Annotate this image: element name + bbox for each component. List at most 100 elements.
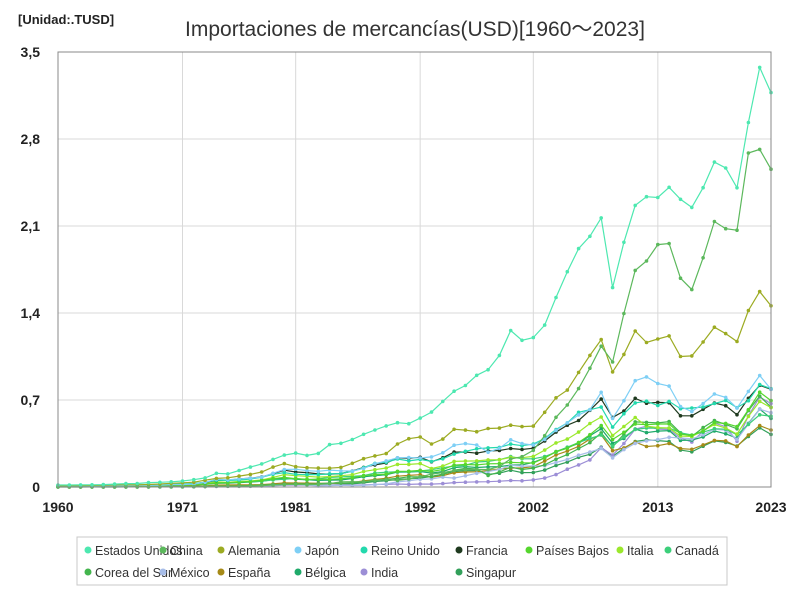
data-point <box>429 482 434 486</box>
legend-marker <box>294 546 302 554</box>
data-point <box>339 477 343 481</box>
data-point <box>508 446 513 451</box>
data-point <box>667 241 671 246</box>
data-point <box>350 483 355 488</box>
data-point <box>565 460 570 464</box>
legend-item: India <box>360 566 398 580</box>
data-point <box>441 470 445 475</box>
data-point <box>339 465 343 470</box>
data-point <box>418 416 423 420</box>
series-line <box>58 391 772 487</box>
data-point <box>327 474 332 479</box>
data-point <box>520 461 524 465</box>
data-point <box>610 456 615 460</box>
data-point <box>656 422 660 426</box>
data-point <box>565 457 570 462</box>
data-point <box>452 480 456 485</box>
data-point <box>565 388 570 392</box>
legend-label: India <box>371 566 398 580</box>
data-point <box>339 471 343 476</box>
x-tick-label: 1960 <box>42 499 73 515</box>
data-point <box>373 467 377 472</box>
data-point <box>622 398 626 403</box>
data-point <box>678 438 683 443</box>
data-point <box>610 425 615 429</box>
data-point <box>293 464 298 469</box>
data-point <box>531 424 536 428</box>
data-point <box>678 414 683 418</box>
data-point <box>146 480 151 485</box>
data-point <box>373 428 377 432</box>
data-point <box>293 467 298 472</box>
data-point <box>214 471 219 476</box>
data-point <box>723 398 728 403</box>
data-point <box>452 427 456 432</box>
data-point <box>305 482 309 487</box>
data-point <box>508 465 513 469</box>
data-point <box>271 471 275 476</box>
data-point <box>723 439 728 443</box>
data-point <box>271 476 275 481</box>
data-point <box>757 399 762 404</box>
data-point <box>463 462 468 467</box>
series-lines <box>56 65 773 489</box>
data-point <box>361 479 366 484</box>
data-point <box>565 467 570 472</box>
data-point <box>554 428 558 433</box>
data-point <box>474 463 479 467</box>
data-point <box>474 459 479 463</box>
data-point <box>520 447 524 452</box>
series-line <box>58 148 772 488</box>
data-point <box>701 185 705 190</box>
data-point <box>124 481 128 486</box>
data-point <box>667 185 671 190</box>
data-point <box>497 446 502 451</box>
data-point <box>282 475 287 480</box>
data-point <box>282 482 287 487</box>
y-tick-label: 3,5 <box>21 44 41 60</box>
data-point <box>531 470 536 475</box>
data-point <box>441 451 445 455</box>
data-point <box>644 439 649 443</box>
data-point <box>746 151 751 155</box>
data-point <box>350 475 355 480</box>
series-0 <box>56 65 773 487</box>
data-point <box>259 475 264 479</box>
data-point <box>690 354 694 358</box>
data-point <box>497 457 502 462</box>
data-point <box>203 484 207 489</box>
y-tick-label: 0,7 <box>21 392 41 408</box>
data-point <box>271 457 275 462</box>
data-point <box>508 328 513 333</box>
data-point <box>429 469 434 474</box>
data-point <box>599 337 603 342</box>
x-tick-label: 2002 <box>518 499 549 515</box>
legend-item: Estados Unidos <box>84 544 183 558</box>
data-point <box>565 452 570 457</box>
data-point <box>418 435 423 439</box>
series-12 <box>56 407 773 489</box>
data-point <box>226 472 230 476</box>
data-point <box>622 430 626 435</box>
data-point <box>656 437 660 442</box>
legend-item: México <box>159 566 210 580</box>
legend-item: Alemania <box>217 544 280 558</box>
data-point <box>554 460 558 465</box>
data-point <box>350 437 355 442</box>
data-point <box>429 442 434 446</box>
data-point <box>644 375 649 379</box>
data-point <box>690 433 694 438</box>
legend-label: Japón <box>305 544 339 558</box>
data-point <box>610 437 615 442</box>
legend-item: Bélgica <box>294 566 346 580</box>
legend-marker <box>455 546 463 554</box>
data-point <box>576 446 581 451</box>
data-point <box>441 437 445 441</box>
data-point <box>350 479 355 484</box>
plot-border <box>57 51 772 488</box>
data-point <box>67 483 72 487</box>
data-point <box>610 416 615 421</box>
data-point <box>656 425 660 430</box>
legend-item: China <box>159 544 203 558</box>
data-point <box>712 392 717 396</box>
